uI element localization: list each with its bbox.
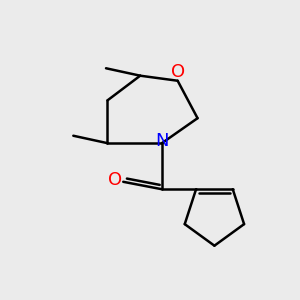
Text: O: O	[171, 63, 185, 81]
Text: O: O	[108, 171, 122, 189]
Text: N: N	[155, 132, 169, 150]
